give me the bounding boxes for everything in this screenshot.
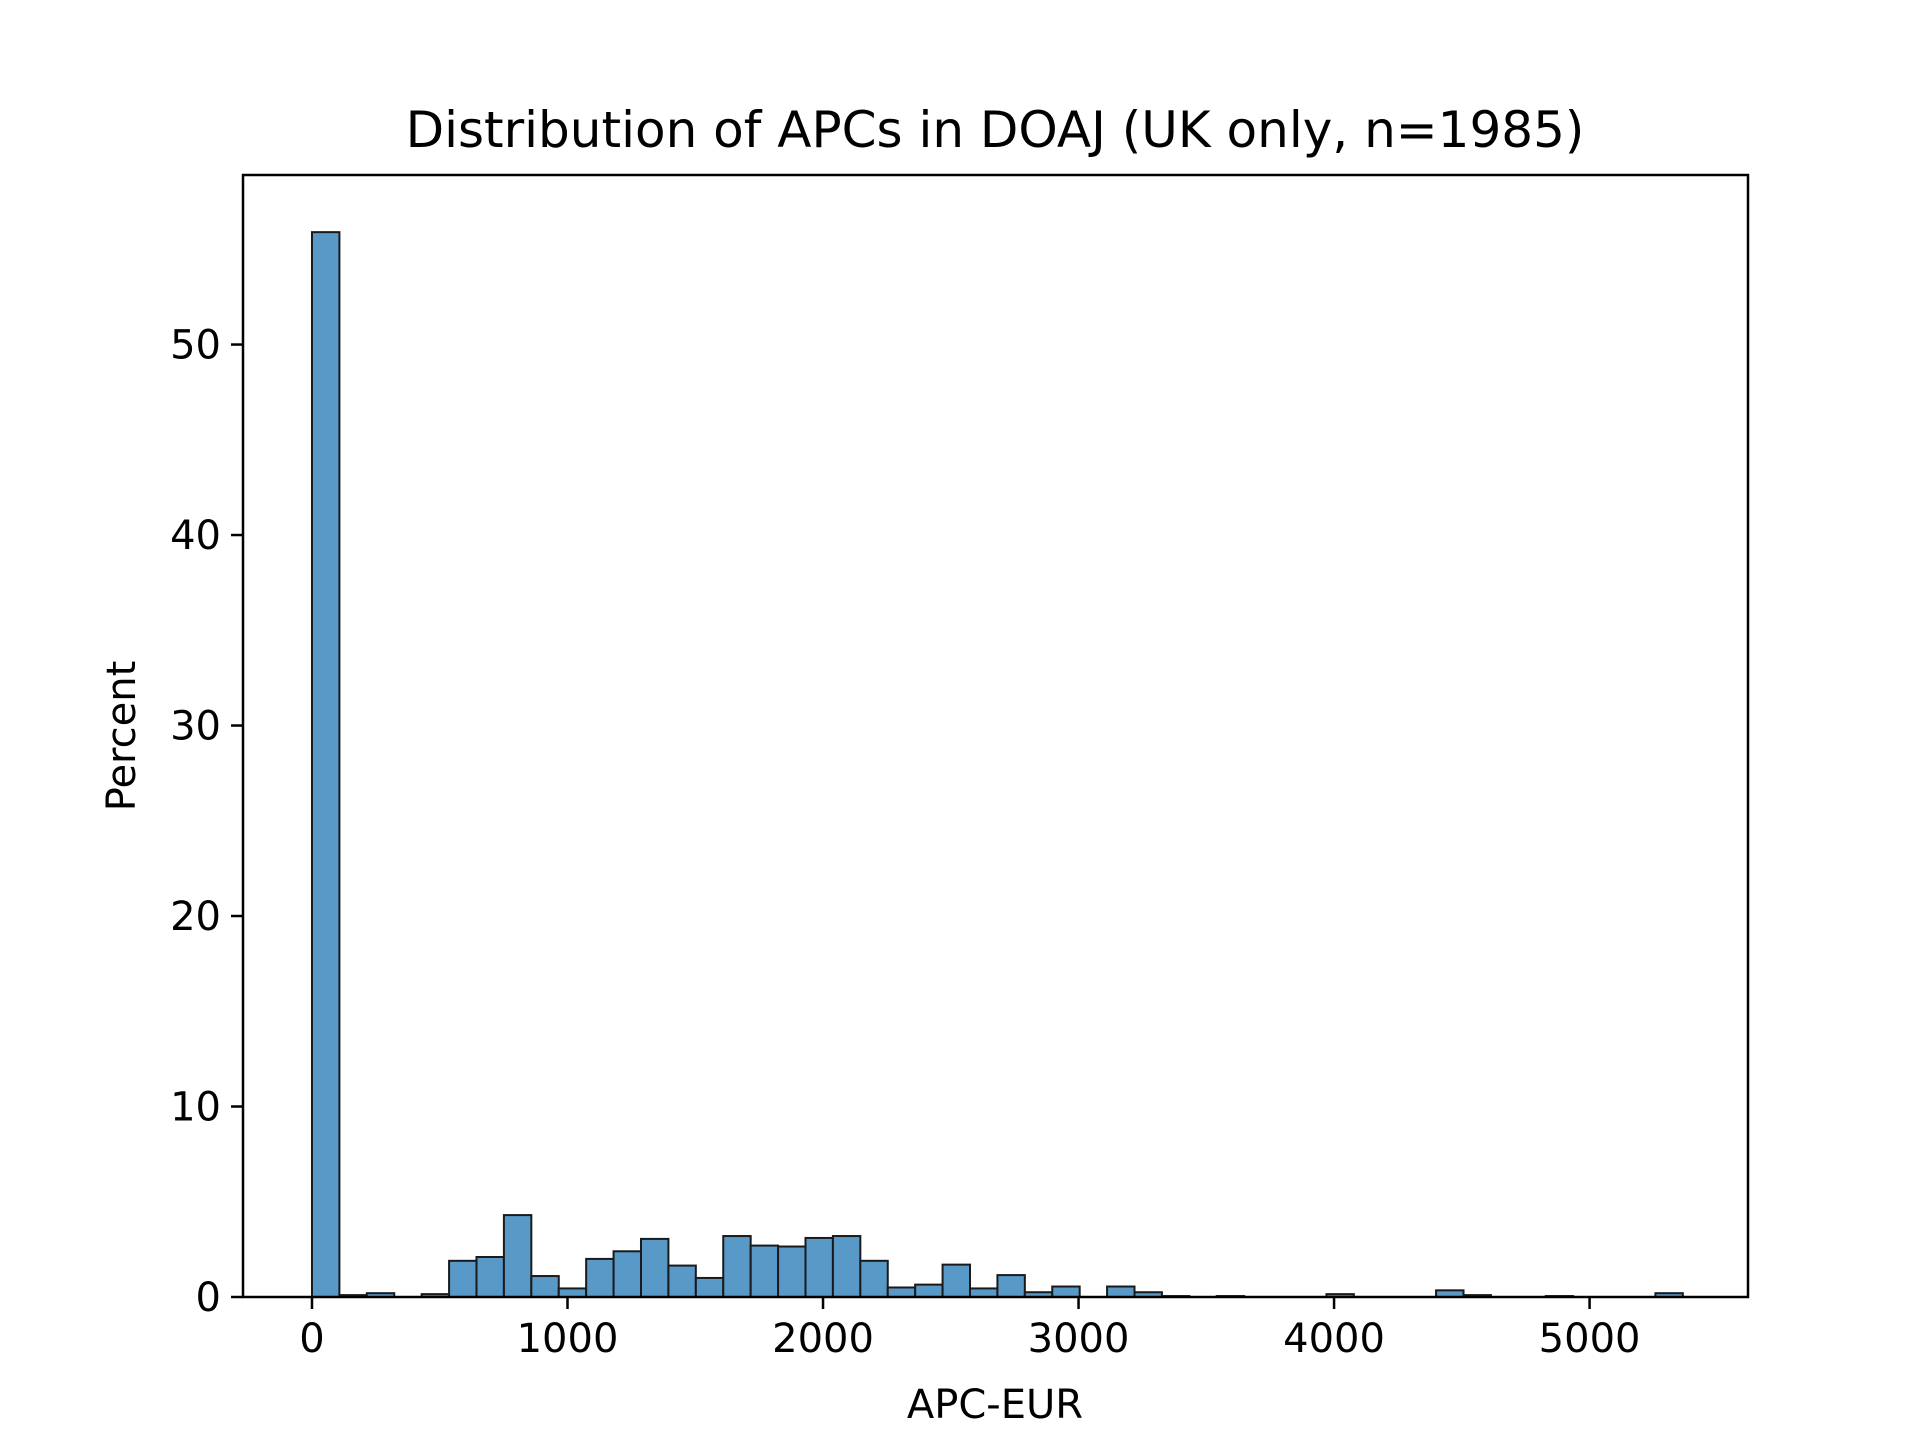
histogram-bar-13 (667, 1264, 697, 1298)
x-tick-label: 3000 (1028, 1316, 1130, 1362)
histogram-bar-24 (969, 1287, 999, 1299)
histogram-bar-8 (530, 1275, 560, 1299)
y-tick-label: 0 (196, 1275, 221, 1321)
histogram-bar-0 (310, 231, 341, 1298)
histogram-bar-22 (914, 1283, 944, 1298)
histogram-bar-25 (996, 1274, 1026, 1298)
x-tick-label: 2000 (772, 1316, 874, 1362)
y-tick-label: 10 (170, 1085, 221, 1131)
histogram-bar-21 (886, 1286, 917, 1298)
x-tick-label: 4000 (1283, 1316, 1385, 1362)
x-axis-ticks: 0 1000 2000 3000 4000 5000 (299, 1297, 1640, 1362)
histogram-bar-18 (804, 1236, 834, 1298)
y-tick-label: 20 (170, 894, 221, 940)
x-tick-label: 0 (299, 1316, 324, 1362)
y-axis-ticks: 0 10 20 30 40 50 (170, 323, 243, 1321)
chart-title: Distribution of APCs in DOAJ (UK only, n… (406, 101, 1585, 159)
y-tick-label: 40 (170, 513, 221, 559)
histogram-bar-5 (448, 1259, 478, 1299)
x-tick-label: 5000 (1539, 1316, 1641, 1362)
histogram-bar-14 (694, 1276, 725, 1298)
histogram-bar-6 (475, 1256, 505, 1298)
x-axis-label: APC-EUR (907, 1382, 1083, 1428)
plot-frame (241, 173, 1750, 1299)
histogram-bar-16 (749, 1244, 780, 1298)
y-tick-label: 50 (170, 323, 221, 369)
histogram-bar-9 (557, 1287, 588, 1299)
histogram-bar-17 (777, 1245, 807, 1299)
histogram-bar-12 (639, 1237, 670, 1299)
histogram-bar-10 (585, 1257, 615, 1299)
histogram-bar-20 (859, 1259, 889, 1299)
x-tick-label: 1000 (517, 1316, 619, 1362)
y-axis-label: Percent (99, 661, 145, 812)
histogram-bar-7 (502, 1214, 533, 1298)
histogram-bar-11 (612, 1250, 643, 1299)
histogram-bar-15 (722, 1235, 752, 1299)
y-tick-label: 30 (170, 704, 221, 750)
histogram-bar-23 (941, 1263, 972, 1298)
histogram-bar-27 (1051, 1285, 1081, 1299)
bars-group (310, 231, 1684, 1299)
histogram-bar-29 (1106, 1285, 1136, 1299)
histogram-bar-19 (831, 1235, 862, 1299)
